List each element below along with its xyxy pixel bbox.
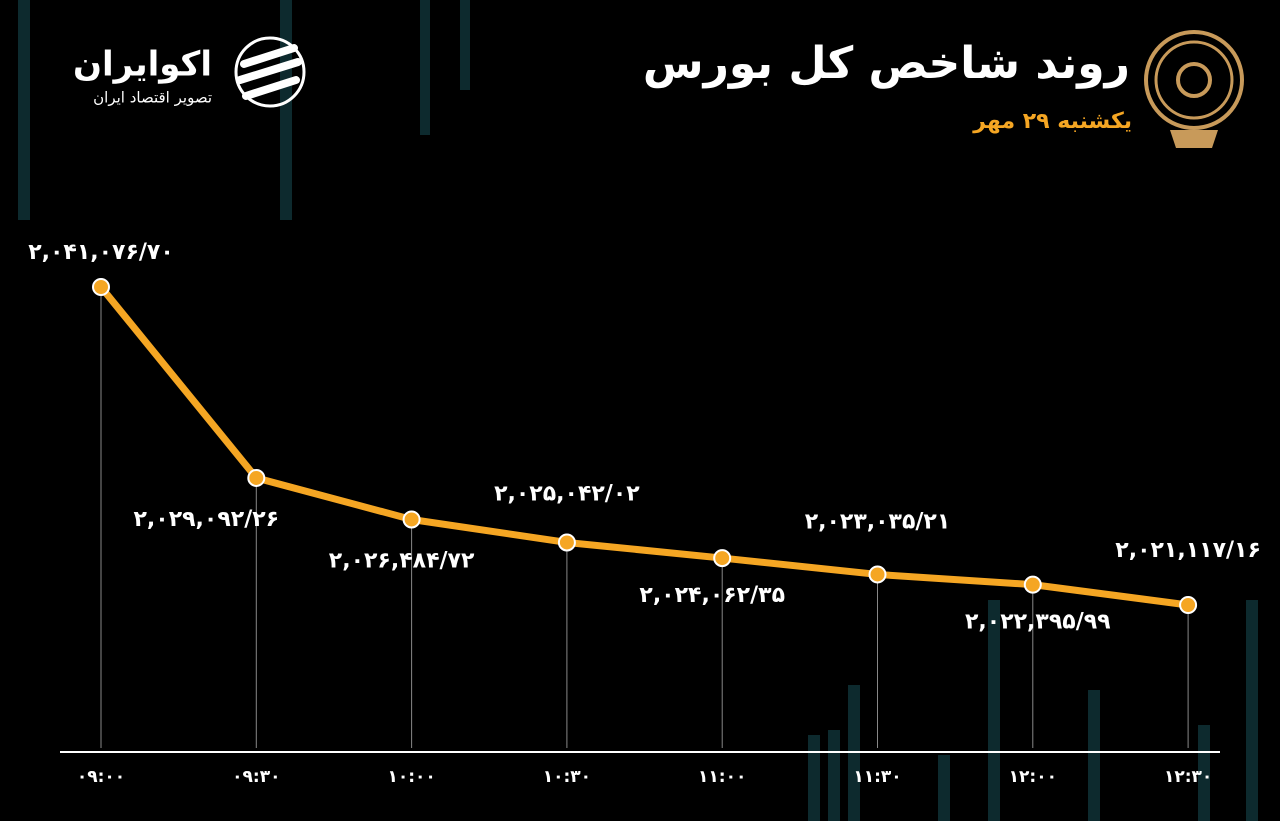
data-point xyxy=(1179,596,1198,614)
series-line xyxy=(98,284,1189,609)
data-point xyxy=(1023,575,1042,594)
x-tick-label: ۱۱:۳۰ xyxy=(853,767,901,787)
x-tick-label: ۱۰:۳۰ xyxy=(543,767,591,787)
x-tick-label: ۰۹:۳۰ xyxy=(232,767,280,787)
chart-subtitle: یکشنبه ۲۹ مهر xyxy=(972,109,1132,134)
value-label: ۲,۰۲۶,۴۸۴/۷۲ xyxy=(329,548,475,573)
data-point xyxy=(92,278,110,296)
x-tick-label: ۱۲:۳۰ xyxy=(1164,767,1212,787)
value-label: ۲,۰۴۱,۰۷۶/۷۰ xyxy=(28,240,174,265)
logo-mark xyxy=(234,36,306,108)
x-tick-label: ۱۰:۰۰ xyxy=(387,767,435,787)
x-tick-label: ۱۱:۰۰ xyxy=(698,767,746,787)
value-label: ۲,۰۲۲,۳۹۵/۹۹ xyxy=(965,610,1111,635)
x-tick-label: ۰۹:۰۰ xyxy=(77,767,125,787)
data-point xyxy=(868,565,887,584)
logo-tagline: تصویر اقتصاد ایران xyxy=(93,89,212,107)
value-label: ۲,۰۲۴,۰۶۲/۳۵ xyxy=(639,583,785,608)
value-label: ۲,۰۲۹,۰۹۲/۲۶ xyxy=(133,507,279,532)
data-point xyxy=(402,510,421,529)
value-label: ۲,۰۲۱,۱۱۷/۱۶ xyxy=(1115,538,1261,563)
data-point xyxy=(557,533,576,552)
logo-name: اکوایران xyxy=(73,45,212,85)
x-tick-label: ۱۲:۰۰ xyxy=(1009,767,1057,787)
data-point xyxy=(713,549,732,568)
value-label: ۲,۰۲۳,۰۳۵/۲۱ xyxy=(805,509,951,534)
emblem xyxy=(1144,30,1244,148)
value-label: ۲,۰۲۵,۰۴۲/۰۲ xyxy=(494,481,640,506)
chart-title: روند شاخص کل بورس xyxy=(643,38,1130,89)
data-point xyxy=(247,468,266,487)
